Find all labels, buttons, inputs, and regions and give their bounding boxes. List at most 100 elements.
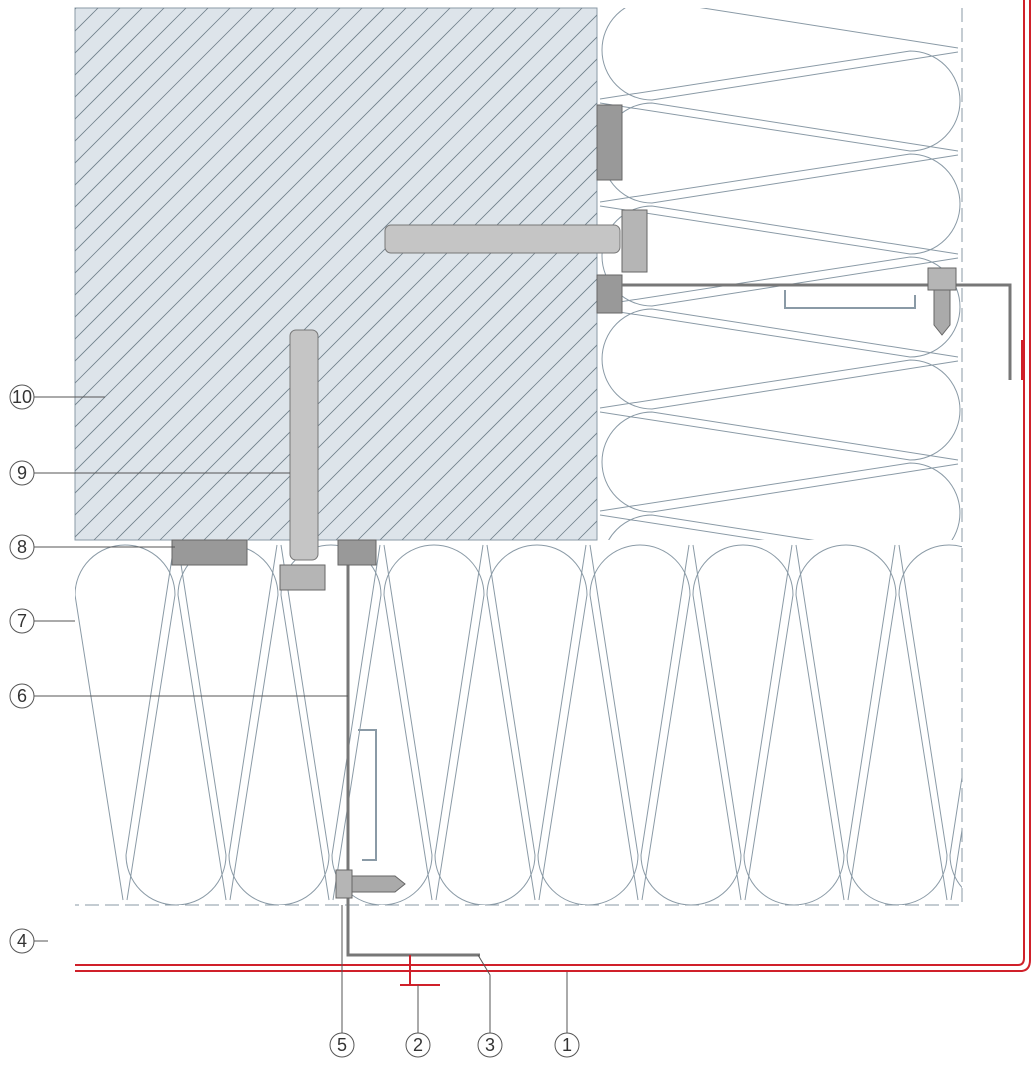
hatch-line [137, 80, 597, 540]
insulation-loop [589, 544, 691, 901]
wall-hatching [0, 0, 1031, 540]
callout-circle [405, 1032, 431, 1058]
insulation-loop [125, 544, 227, 905]
callout-label: 3 [485, 1035, 495, 1055]
hatch-line [75, 8, 77, 10]
callout-circle [9, 460, 35, 486]
insulation-loop [537, 544, 639, 905]
hatch-line [93, 36, 597, 540]
hatch-line [181, 124, 597, 540]
insulation-loop [486, 544, 588, 901]
cladding-panel [75, 0, 1031, 972]
hatch-line [644, 0, 1031, 540]
hatch-line [467, 410, 597, 540]
callout-circle [477, 1032, 503, 1058]
insulation-loop [692, 544, 794, 901]
callout-label: 10 [12, 387, 32, 407]
insulation-loop [601, 205, 959, 307]
insulation-loop [177, 544, 279, 901]
hatch-line [115, 58, 597, 540]
hatch-line [159, 102, 597, 540]
hatch-line [75, 8, 341, 274]
hatch-line [75, 14, 597, 538]
callout-label: 8 [17, 537, 27, 557]
callout-label: 9 [17, 463, 27, 483]
hatch-line [379, 322, 597, 540]
hatch-line [666, 0, 1031, 540]
hatch-line [489, 432, 597, 540]
insulation-boundary [75, 8, 963, 906]
callout-circle [9, 608, 35, 634]
callout-label: 7 [17, 611, 27, 631]
masonry-wall [74, 7, 598, 541]
hatch-line [75, 8, 451, 384]
hatch-line [445, 388, 597, 540]
insulation-loop [898, 544, 962, 901]
hatch-line [75, 8, 407, 340]
insulation-side [599, 8, 961, 666]
callout-circle [9, 534, 35, 560]
callout-label: 6 [17, 686, 27, 706]
insulation-loop [600, 566, 960, 666]
hatch-line [75, 8, 473, 406]
hatch-line [75, 8, 253, 186]
hatch-line [0, 0, 62, 540]
hatch-line [335, 278, 597, 540]
callout-label: 4 [17, 931, 27, 951]
hatch-line [357, 300, 597, 540]
hatch-line [75, 8, 165, 98]
hatch-line [75, 8, 209, 142]
callout-label: 2 [413, 1035, 423, 1055]
hatch-line [75, 8, 429, 362]
insulation-loop [949, 774, 962, 889]
hatch-line [313, 256, 597, 540]
insulation-loop [383, 544, 485, 901]
insulation-loop [601, 411, 959, 513]
hatch-line [75, 8, 385, 318]
hatch-line [75, 8, 297, 230]
hatch-line [75, 8, 275, 208]
callout-circle [9, 683, 35, 709]
insulation-loop [601, 8, 959, 101]
callout-label: 5 [337, 1035, 347, 1055]
insulation-loop [599, 256, 961, 358]
insulation-loop [608, 514, 815, 540]
insulation-loop [228, 544, 330, 905]
insulation-loop [75, 544, 176, 901]
bracket-bottom [171, 329, 480, 986]
hatch-line [600, 0, 1031, 540]
insulation-loop [280, 544, 382, 901]
callout-circle [329, 1032, 355, 1058]
hatch-line [75, 8, 539, 472]
insulation-loop [846, 544, 948, 905]
hatch-line [688, 0, 1031, 540]
insulation-bottom [75, 544, 962, 905]
leader-line [477, 954, 491, 1033]
insulation-loop [599, 359, 961, 461]
hatch-line [401, 344, 597, 540]
hatch-line [423, 366, 597, 540]
insulation-loop [599, 50, 961, 152]
hatch-line [75, 8, 231, 164]
hatch-line [291, 234, 597, 540]
hatch-line [75, 8, 517, 450]
insulation-loop [434, 544, 536, 905]
insulation-loop [599, 153, 961, 255]
hatch-line [75, 8, 363, 296]
hatch-line [75, 8, 561, 494]
bracket-side [384, 104, 1012, 380]
insulation-loop [601, 308, 959, 410]
callout-label: 1 [562, 1035, 572, 1055]
callout-circle [554, 1032, 580, 1058]
insulation-loop [640, 544, 742, 905]
hatch-line [0, 0, 40, 540]
hatch-line [75, 8, 319, 252]
hatch-line [247, 190, 597, 540]
insulation-loop [601, 102, 959, 204]
hatch-line [75, 8, 583, 516]
hatch-line [75, 8, 495, 428]
insulation-loop [795, 544, 897, 901]
insulation-loop [599, 462, 961, 540]
callout-circle [9, 928, 35, 954]
